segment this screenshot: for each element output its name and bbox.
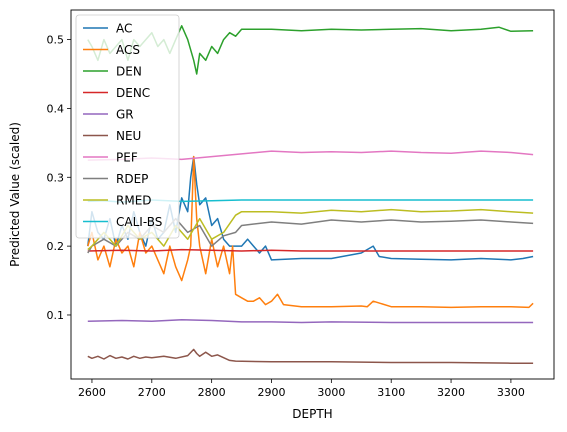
series-line-neu <box>88 349 533 363</box>
x-tick-label: 3200 <box>437 386 465 399</box>
legend-label: DEN <box>116 65 142 79</box>
legend: AC ACS DEN DENC GR NEU PEF RDEP RMED CALI-BS <box>76 15 179 238</box>
x-axis-label: DEPTH <box>292 407 332 421</box>
x-tick-label: 3100 <box>377 386 405 399</box>
legend-label: DENC <box>116 86 150 100</box>
legend-label: NEU <box>116 129 141 143</box>
y-tick-label: 0.1 <box>47 309 65 322</box>
y-tick-label: 0.5 <box>47 34 65 47</box>
y-tick-label: 0.4 <box>47 102 65 115</box>
x-tick-label: 3300 <box>497 386 525 399</box>
legend-label: PEF <box>116 151 138 165</box>
y-tick-label: 0.3 <box>47 171 65 184</box>
y-axis-label: Predicted Value (scaled) <box>8 122 22 267</box>
y-tick-label: 0.2 <box>47 240 65 253</box>
series-line-denc <box>88 250 533 251</box>
x-axis: 2600 2700 2800 2900 3000 3100 3200 3300 <box>78 379 525 399</box>
series-line-gr <box>88 320 533 323</box>
x-tick-label: 2900 <box>258 386 286 399</box>
x-tick-label: 2700 <box>138 386 166 399</box>
legend-label: GR <box>116 108 134 122</box>
x-tick-label: 2800 <box>198 386 226 399</box>
legend-label: CALI-BS <box>116 215 162 229</box>
y-axis: 0.1 0.2 0.3 0.4 0.5 <box>47 34 72 322</box>
legend-label: RMED <box>116 194 152 208</box>
legend-label: RDEP <box>116 172 148 186</box>
x-tick-label: 3000 <box>317 386 345 399</box>
x-tick-label: 2600 <box>78 386 106 399</box>
legend-label: AC <box>116 22 132 36</box>
legend-label: ACS <box>116 43 140 57</box>
